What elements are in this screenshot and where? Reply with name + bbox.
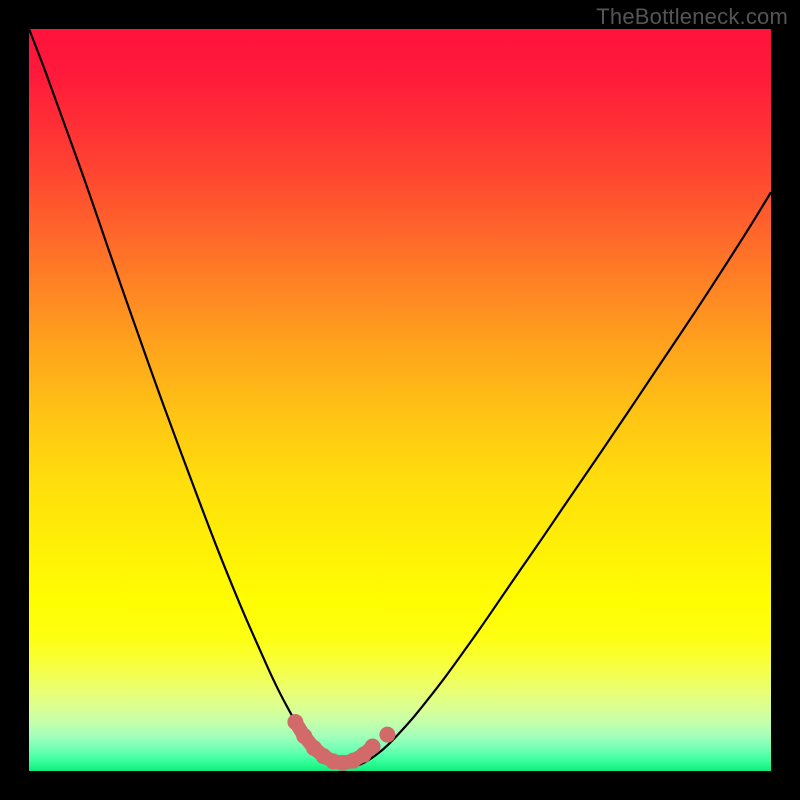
curve-layer <box>29 29 771 771</box>
marker-dot <box>365 739 381 755</box>
marker-dot <box>379 727 395 743</box>
chart-frame: TheBottleneck.com <box>0 0 800 800</box>
watermark-label: TheBottleneck.com <box>596 4 788 30</box>
bottleneck-curve <box>29 29 771 768</box>
plot-area <box>29 29 771 771</box>
marker-dot <box>287 714 303 730</box>
